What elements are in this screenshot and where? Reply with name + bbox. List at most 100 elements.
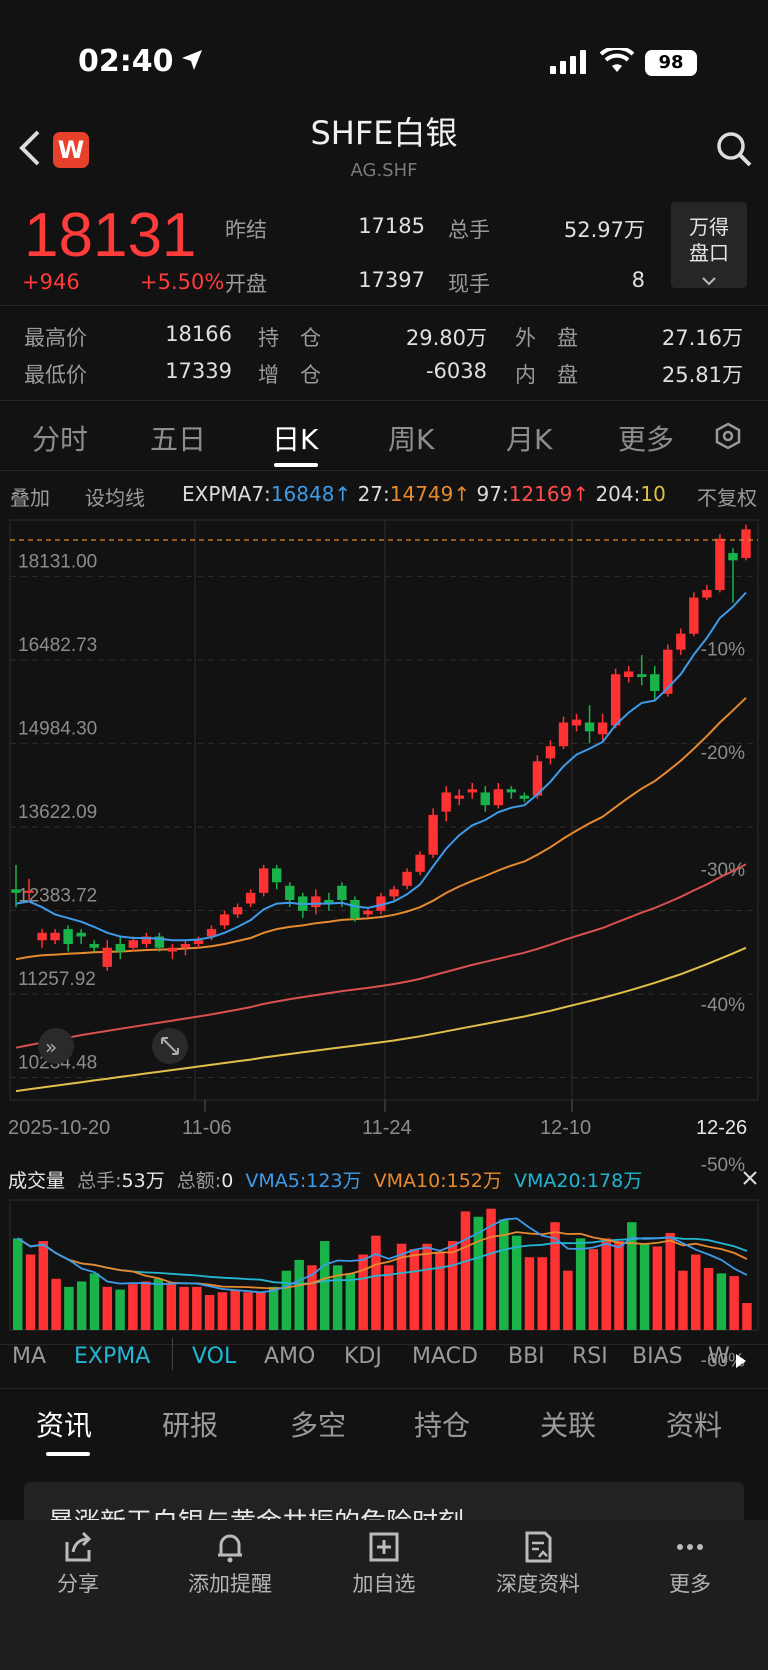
candle-body	[610, 674, 621, 726]
adjust-button[interactable]: 不复权	[697, 486, 757, 510]
news-tab-related[interactable]: 关联	[540, 1409, 597, 1442]
ema7-label: EXPMA7:	[182, 482, 271, 506]
share-button[interactable]: 分享	[8, 1530, 148, 1598]
news-tab-positions[interactable]: 持仓	[414, 1409, 471, 1442]
ema7-value: 16848↑	[270, 482, 352, 506]
volume-bar	[153, 1278, 164, 1330]
x-axis-label: 11-24	[362, 1117, 412, 1139]
pct-axis-label: -40%	[701, 995, 745, 1016]
status-bar: 02:40 98	[0, 0, 768, 110]
wind-orderbook-button[interactable]: 万得 盘口	[671, 202, 747, 288]
volume-value: 52.97万	[563, 218, 645, 242]
app-logo[interactable]: W	[53, 132, 89, 168]
indicator-tab-kdj[interactable]: KDJ	[344, 1344, 382, 1369]
candle-body	[141, 936, 152, 944]
news-tab-research[interactable]: 研报	[162, 1409, 219, 1442]
outer-value: 27.16万	[661, 326, 743, 350]
wind-btn-line2: 盘口	[689, 241, 729, 265]
chart-frame	[9, 519, 759, 1101]
candle-body	[702, 589, 712, 598]
news-tab-news[interactable]: 资讯	[36, 1409, 93, 1442]
candle-body	[558, 722, 569, 747]
volume-bar	[230, 1289, 240, 1330]
ema204-label: 204:	[595, 482, 641, 506]
share-label: 分享	[57, 1572, 99, 1596]
price-change-pct: +5.50%	[140, 270, 225, 294]
volume-bar	[217, 1292, 228, 1330]
more-button[interactable]: 更多	[620, 1530, 760, 1598]
indicator-tab-macd[interactable]: MACD	[412, 1344, 478, 1369]
tab-intraday[interactable]: 分时	[32, 423, 89, 456]
volume-bar	[614, 1241, 624, 1330]
expand-arrows-icon	[161, 1037, 179, 1055]
candle-body	[402, 871, 412, 886]
status-time: 02:40	[78, 44, 174, 79]
play-icon[interactable]	[734, 1352, 748, 1370]
candle-body	[258, 868, 269, 893]
divider	[0, 470, 768, 471]
indicator-tab-expma[interactable]: EXPMA	[74, 1344, 151, 1369]
amount-label: 总额:	[176, 1170, 222, 1192]
deep-data-label: 深度资料	[496, 1572, 580, 1596]
y-axis-label: 11257.92	[18, 969, 96, 990]
volume-bar	[409, 1249, 420, 1330]
volume-bar	[243, 1292, 253, 1330]
news-tab-longshort[interactable]: 多空	[290, 1409, 347, 1442]
ema27-label: 27:	[357, 482, 390, 506]
tab-more[interactable]: 更多	[618, 423, 675, 456]
candle-body	[454, 795, 464, 799]
candle-body	[167, 947, 178, 952]
deep-data-button[interactable]: 深度资料	[468, 1530, 608, 1598]
news-tab-profile[interactable]: 资料	[666, 1409, 723, 1442]
tab-five-day[interactable]: 五日	[150, 423, 207, 456]
tab-daily-k[interactable]: 日K	[272, 423, 319, 456]
candle-body	[623, 671, 634, 677]
add-alert-label: 添加提醒	[188, 1572, 272, 1596]
candle-body	[350, 899, 360, 919]
indicator-tab-w[interactable]: W	[708, 1344, 730, 1369]
close-icon[interactable]	[742, 1170, 758, 1186]
bell-icon	[218, 1534, 242, 1563]
divider	[0, 400, 768, 401]
vma10-line	[17, 1231, 748, 1290]
set-ma-button[interactable]: 设均线	[85, 486, 145, 510]
candle-body	[506, 789, 517, 793]
indicator-tab-bbi[interactable]: BBI	[508, 1344, 545, 1369]
indicator-tab-ma[interactable]: MA	[12, 1344, 47, 1369]
ema204-line	[15, 946, 747, 1093]
document-chart-icon	[525, 1531, 552, 1563]
page-title: SHFE白银	[310, 114, 458, 152]
vma5-line	[17, 1217, 748, 1294]
candle-body	[467, 789, 477, 793]
double-chevron-right-icon: »	[45, 1035, 57, 1059]
add-watchlist-button[interactable]: 加自选	[314, 1530, 454, 1598]
volume-bar	[499, 1219, 509, 1330]
overlay-button[interactable]: 叠加	[10, 486, 50, 510]
volume-bar	[102, 1286, 113, 1330]
settings-icon[interactable]	[714, 422, 742, 450]
candle-body	[741, 529, 751, 558]
indicator-tab-rsi[interactable]: RSI	[572, 1344, 608, 1369]
candle-body	[50, 932, 60, 941]
candle-body	[389, 889, 399, 897]
candle-body	[480, 792, 490, 806]
back-button[interactable]	[18, 130, 42, 176]
tab-weekly-k[interactable]: 周K	[388, 423, 435, 456]
candle-body	[206, 929, 217, 937]
search-icon[interactable]	[715, 130, 753, 168]
candle-body	[376, 896, 386, 911]
indicator-tab-bias[interactable]: BIAS	[632, 1344, 683, 1369]
kline-chart[interactable]: 18131.00 16482.73 14984.30 13622.09 12383.72…	[0, 0, 768, 1370]
volume-bar	[447, 1241, 458, 1330]
candle-body	[441, 792, 451, 812]
candle-body	[272, 868, 282, 883]
volume-bar	[64, 1286, 74, 1330]
add-alert-button[interactable]: 添加提醒	[160, 1530, 300, 1598]
candle-body	[650, 674, 660, 691]
tab-monthly-k[interactable]: 月K	[506, 423, 553, 456]
indicator-tab-amo[interactable]: AMO	[264, 1344, 316, 1369]
indicator-tab-vol[interactable]: VOL	[192, 1344, 237, 1369]
x-axis-label: 12-10	[540, 1117, 591, 1139]
volume-bar	[384, 1265, 394, 1330]
candle-body	[663, 649, 673, 694]
